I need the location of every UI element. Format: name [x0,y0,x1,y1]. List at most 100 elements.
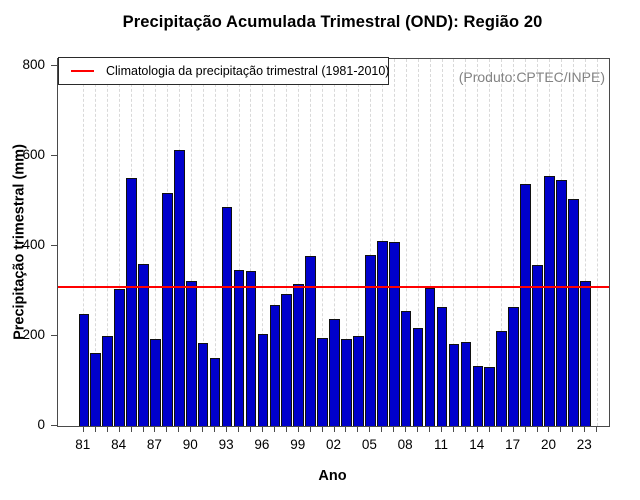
bar-87 [150,339,161,426]
x-tick [285,426,287,432]
legend: Climatologia da precipitação trimestral … [58,57,389,85]
x-tick [405,426,407,432]
x-tick-label: 08 [397,437,413,452]
year-gridline [453,59,455,426]
x-tick [106,426,108,432]
chart-title: Precipitação Acumulada Trimestral (OND):… [122,13,543,31]
x-tick [464,426,466,432]
x-tick [584,426,586,432]
x-tick [417,426,419,432]
bar-09 [412,328,424,426]
bar-84 [114,289,125,426]
x-tick [381,426,383,432]
year-gridline [107,59,109,426]
x-tick-label: 96 [254,437,270,452]
y-tick [51,335,57,336]
year-gridline [262,59,264,426]
y-tick [51,245,57,246]
bar-10 [424,288,436,426]
x-tick [369,426,371,432]
x-tick-label: 23 [576,437,592,452]
x-tick [178,426,180,432]
x-tick [488,426,490,432]
y-tick-label: 400 [22,237,45,252]
bar-88 [162,193,173,426]
x-tick [273,426,275,432]
x-tick-label: 20 [540,437,556,452]
bar-21 [556,180,567,426]
year-gridline [357,59,359,426]
year-gridline [537,59,539,426]
year-gridline [154,59,156,426]
bar-01 [317,338,328,426]
bar-92 [209,358,221,426]
year-gridline [334,59,336,426]
year-gridline [286,59,288,426]
y-tick [51,65,57,66]
x-tick [130,426,132,432]
bar-07 [388,242,400,426]
bar-99 [293,284,304,426]
year-gridline [465,59,467,426]
y-tick-label: 0 [37,417,45,432]
y-tick [51,425,57,426]
y-tick [51,155,57,156]
x-tick-label: 05 [361,437,377,452]
x-tick [560,426,562,432]
x-tick [548,426,550,432]
bar-96 [257,334,269,426]
x-tick [154,426,156,432]
bar-91 [197,343,209,426]
year-gridline [298,59,300,426]
x-tick-label: 81 [75,437,91,452]
bar-08 [400,311,412,426]
x-tick [249,426,251,432]
bar-06 [377,241,388,426]
bar-23 [579,281,591,426]
bar-17 [508,307,519,426]
year-gridline [429,59,431,426]
producer-watermark: (Produto:CPTEC/INPE) [458,69,605,85]
bar-89 [174,150,185,426]
x-tick [238,426,240,432]
year-gridline [584,59,586,426]
x-tick [142,426,144,432]
x-tick [345,426,347,432]
year-gridline [501,59,503,426]
year-gridline [95,59,97,426]
x-tick-label: 17 [505,437,521,452]
year-gridline [489,59,491,426]
x-tick [441,426,442,432]
bar-82 [90,353,102,426]
x-tick-label: 99 [290,437,306,452]
bar-81 [78,314,90,426]
y-tick-label: 600 [22,147,45,162]
x-tick [393,426,395,432]
bar-86 [138,264,149,426]
x-tick-label: 93 [218,437,234,452]
x-tick [94,426,96,432]
x-tick [524,426,526,432]
year-gridline [322,59,324,426]
bar-00 [305,256,316,426]
x-tick [297,426,299,432]
x-tick [309,426,311,432]
bar-13 [460,342,472,426]
year-gridline [310,59,312,426]
y-tick-label: 200 [22,327,45,342]
x-tick-label: 90 [182,437,198,452]
year-gridline [369,59,371,426]
year-gridline [513,59,515,426]
x-tick [214,426,216,432]
climatology-line [58,286,609,288]
x-axis-title: Ano [318,468,347,484]
bar-11 [436,307,448,426]
year-gridline [238,59,240,426]
bar-85 [126,178,137,426]
bar-15 [484,367,496,426]
bar-90 [185,281,197,426]
bar-02 [329,319,340,426]
plot-area: (Produto:CPTEC/INPE) [57,58,610,427]
bar-98 [281,294,293,426]
year-gridline [477,59,479,426]
